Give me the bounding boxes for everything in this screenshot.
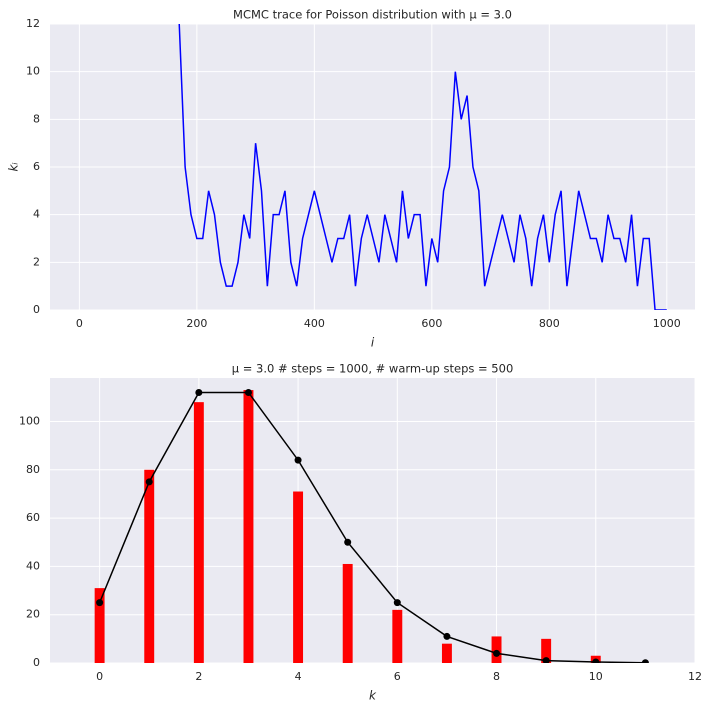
subplot: 0 2 4 6 8 10 12 0 20 40 60 80 100 μ = 3.0 # steps = 1…	[19, 362, 702, 703]
bar	[541, 638, 552, 663]
bar	[243, 390, 254, 663]
x-axis-label: i	[371, 336, 375, 350]
x-tick-label: 200	[186, 317, 207, 330]
y-tick-label: 4	[33, 208, 40, 221]
y-tick-label: 0	[33, 656, 40, 669]
bar	[342, 563, 353, 663]
chart-title: MCMC trace for Poisson distribution with…	[233, 8, 512, 22]
y-axis-label: kᵢ	[7, 162, 21, 171]
y-tick-label: 20	[26, 608, 40, 621]
y-tick-label: 8	[33, 112, 40, 125]
marker	[592, 658, 600, 663]
marker	[542, 657, 550, 663]
x-axis-label: k	[369, 689, 377, 703]
x-tick-label: 6	[394, 670, 401, 683]
y-tick-label: 12	[26, 17, 40, 30]
y-tick-label: 6	[33, 160, 40, 173]
x-tick-label: 400	[304, 317, 325, 330]
marker	[393, 599, 401, 607]
y-tick-label: 60	[26, 511, 40, 524]
y-tick-label: 2	[33, 255, 40, 268]
bar	[293, 491, 304, 663]
bar	[144, 469, 155, 663]
marker	[195, 388, 203, 396]
bar	[94, 588, 105, 663]
marker	[641, 659, 649, 663]
line	[98, 391, 646, 663]
plot-area	[50, 378, 695, 663]
x-tick-label: 10	[589, 670, 603, 683]
chart-title: μ = 3.0 # steps = 1000, # warm-up steps …	[232, 362, 514, 376]
marker	[493, 649, 501, 657]
subplot: 0 200 400 600 800 1000 0 2 4 6 8 10 12 MCMC trace for…	[7, 8, 695, 350]
x-tick-label: 0	[76, 317, 83, 330]
y-tick-label: 80	[26, 463, 40, 476]
marker	[96, 599, 104, 607]
marker	[244, 388, 252, 396]
x-tick-label: 12	[688, 670, 702, 683]
y-tick-label: 10	[26, 65, 40, 78]
plot-marks	[178, 24, 667, 310]
line	[178, 24, 667, 310]
marker	[145, 478, 153, 486]
x-tick-label: 1000	[653, 317, 681, 330]
x-tick-label: 8	[493, 670, 500, 683]
x-tick-label: 4	[295, 670, 302, 683]
y-tick-label: 40	[26, 559, 40, 572]
bar	[193, 402, 204, 663]
bar	[392, 609, 403, 663]
y-tick-label: 100	[19, 414, 40, 427]
plot-marks	[94, 388, 649, 663]
x-tick-label: 0	[96, 670, 103, 683]
marker	[294, 456, 302, 464]
bar	[441, 643, 452, 663]
x-tick-label: 800	[539, 317, 560, 330]
y-tick-label: 0	[33, 303, 40, 316]
x-tick-label: 600	[421, 317, 442, 330]
marker	[344, 538, 352, 546]
bar	[491, 636, 502, 663]
marker	[443, 632, 451, 640]
x-tick-label: 2	[195, 670, 202, 683]
